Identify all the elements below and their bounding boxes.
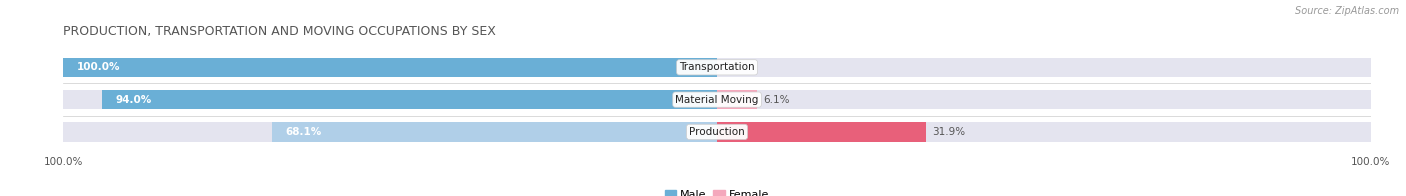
Bar	[271, 122, 717, 142]
Bar	[63, 58, 1371, 77]
Bar	[63, 90, 1371, 109]
Text: 31.9%: 31.9%	[932, 127, 966, 137]
Text: Material Moving: Material Moving	[675, 95, 759, 105]
Text: Production: Production	[689, 127, 745, 137]
Bar	[63, 122, 1371, 142]
Bar	[717, 90, 756, 109]
Text: Transportation: Transportation	[679, 62, 755, 72]
Legend: Male, Female: Male, Female	[661, 185, 773, 196]
Text: Source: ZipAtlas.com: Source: ZipAtlas.com	[1295, 6, 1399, 16]
Text: PRODUCTION, TRANSPORTATION AND MOVING OCCUPATIONS BY SEX: PRODUCTION, TRANSPORTATION AND MOVING OC…	[63, 25, 496, 38]
Text: 94.0%: 94.0%	[115, 95, 152, 105]
Bar	[63, 58, 717, 77]
Text: 100.0%: 100.0%	[76, 62, 120, 72]
Text: 68.1%: 68.1%	[285, 127, 321, 137]
Text: 6.1%: 6.1%	[763, 95, 790, 105]
Text: 0.0%: 0.0%	[724, 62, 749, 72]
Bar	[103, 90, 717, 109]
Bar	[717, 122, 925, 142]
